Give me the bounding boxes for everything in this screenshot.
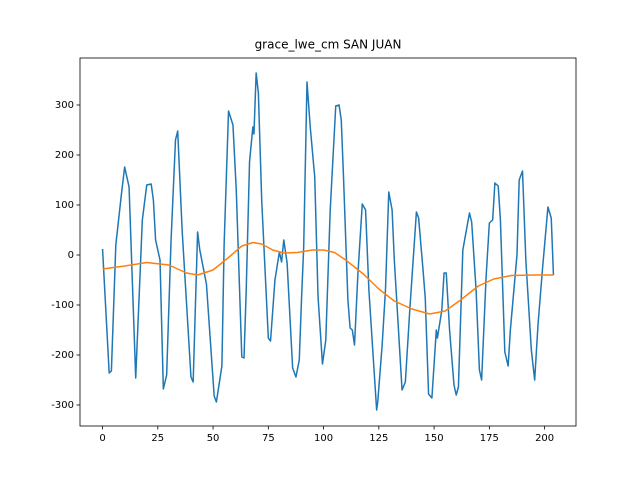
y-tick-label: 100 — [55, 200, 74, 211]
y-tick-label: -300 — [51, 400, 74, 411]
y-tick-label: 300 — [55, 100, 74, 111]
x-tick-label: 25 — [151, 433, 164, 444]
x-tick-label: 100 — [314, 433, 333, 444]
axes-frame — [79, 57, 577, 427]
y-tick-label: -200 — [51, 350, 74, 361]
x-tick-label: 175 — [480, 433, 499, 444]
y-tick-label: -100 — [51, 300, 74, 311]
line — [101, 72, 555, 411]
chart-title: grace_lwe_cm SAN JUAN — [255, 38, 402, 52]
x-tick-label: 75 — [262, 433, 275, 444]
y-tick-label: 0 — [68, 250, 74, 261]
x-tick-label: 125 — [369, 433, 388, 444]
x-tick-label: 0 — [99, 433, 105, 444]
line — [102, 241, 554, 315]
x-tick-label: 200 — [535, 433, 554, 444]
x-tick-label: 50 — [207, 433, 220, 444]
y-tick-label: 200 — [55, 150, 74, 161]
x-tick-label: 150 — [425, 433, 444, 444]
